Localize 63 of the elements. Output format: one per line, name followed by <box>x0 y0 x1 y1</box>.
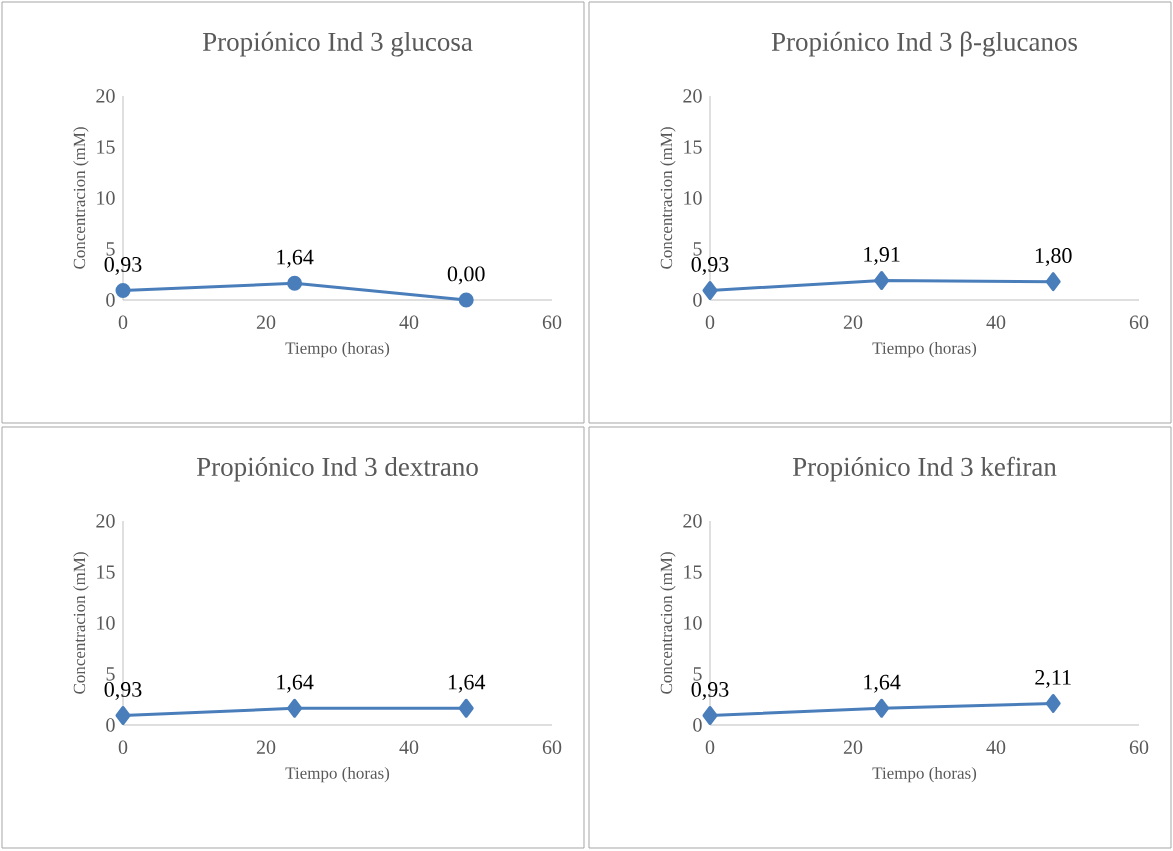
y-tick-label: 5 <box>693 242 702 256</box>
x-tick-label: 20 <box>843 740 863 755</box>
y-tick-label: 0 <box>693 718 702 732</box>
point <box>115 283 131 298</box>
data-label: 0,93 <box>104 256 142 275</box>
data-label: 1,64 <box>864 674 901 693</box>
data-label: 1,91 <box>864 247 900 265</box>
point <box>458 292 474 308</box>
y-tick-label: 20 <box>96 89 115 103</box>
x-tick-label: 0 <box>118 740 128 755</box>
data-label: 0,00 <box>447 266 485 285</box>
y-tick-label: 0 <box>106 718 115 732</box>
x-tick-label: 60 <box>1129 315 1149 330</box>
x-axis-title: Tiempo (horas) <box>872 341 977 358</box>
x-tick-label: 40 <box>399 740 419 755</box>
x-tick-label: 20 <box>256 740 276 755</box>
y-axis-title: Concentracion (mM) <box>73 552 89 694</box>
data-label: 1,64 <box>277 249 314 268</box>
y-tick-label: 0 <box>693 293 702 307</box>
y-axis-title: Concentracion (mM) <box>660 127 676 269</box>
y-tick-label: 20 <box>683 89 702 103</box>
x-tick-label: 40 <box>986 315 1006 330</box>
data-label: 1,80 <box>1035 248 1072 267</box>
y-tick-label: 5 <box>106 667 115 681</box>
y-tick-label: 20 <box>96 514 115 528</box>
y-tick-label: 15 <box>684 140 702 154</box>
y-tick-label: 10 <box>684 616 702 630</box>
y-tick-label: 5 <box>693 667 702 681</box>
x-axis-title: Tiempo (horas) <box>285 766 390 783</box>
y-tick-label: 5 <box>106 242 115 256</box>
y-tick-label: 15 <box>97 565 115 579</box>
data-label: 1,64 <box>277 674 314 693</box>
y-tick-label: 20 <box>683 514 702 528</box>
y-tick-label: 10 <box>97 191 115 205</box>
y-axis-title: Concentracion (mM) <box>73 127 89 269</box>
data-label: 1,64 <box>448 674 486 693</box>
x-tick-label: 20 <box>843 315 863 330</box>
x-tick-label: 40 <box>986 740 1006 755</box>
data-label: 2,11 <box>1035 669 1071 688</box>
data-label: 0,93 <box>691 681 729 700</box>
y-tick-label: 10 <box>97 616 115 630</box>
x-tick-label: 40 <box>399 315 419 330</box>
chart-title: Propiónico Ind 3 kefiran <box>792 456 1057 482</box>
chart-title: Propiónico Ind 3 β-glucanos <box>771 31 1077 57</box>
x-tick-label: 0 <box>705 740 715 755</box>
point <box>287 275 303 291</box>
chart-title: Propiónico Ind 3 dextrano <box>196 456 478 482</box>
x-axis-title: Tiempo (horas) <box>872 766 977 783</box>
x-tick-label: 60 <box>542 740 562 755</box>
y-tick-label: 0 <box>106 293 115 307</box>
chart-title: Propiónico Ind 3 glucosa <box>202 31 473 57</box>
x-tick-label: 60 <box>542 315 562 330</box>
y-tick-label: 10 <box>684 191 702 205</box>
y-tick-label: 15 <box>684 565 702 579</box>
data-label: 0,93 <box>691 256 729 275</box>
x-tick-label: 20 <box>256 315 276 330</box>
x-tick-label: 0 <box>705 315 715 330</box>
x-tick-label: 0 <box>118 315 128 330</box>
y-axis-title: Concentracion (mM) <box>660 552 676 694</box>
x-tick-label: 60 <box>1129 740 1149 755</box>
data-label: 0,93 <box>104 681 142 700</box>
x-axis-title: Tiempo (horas) <box>285 341 390 358</box>
y-tick-label: 15 <box>97 140 115 154</box>
